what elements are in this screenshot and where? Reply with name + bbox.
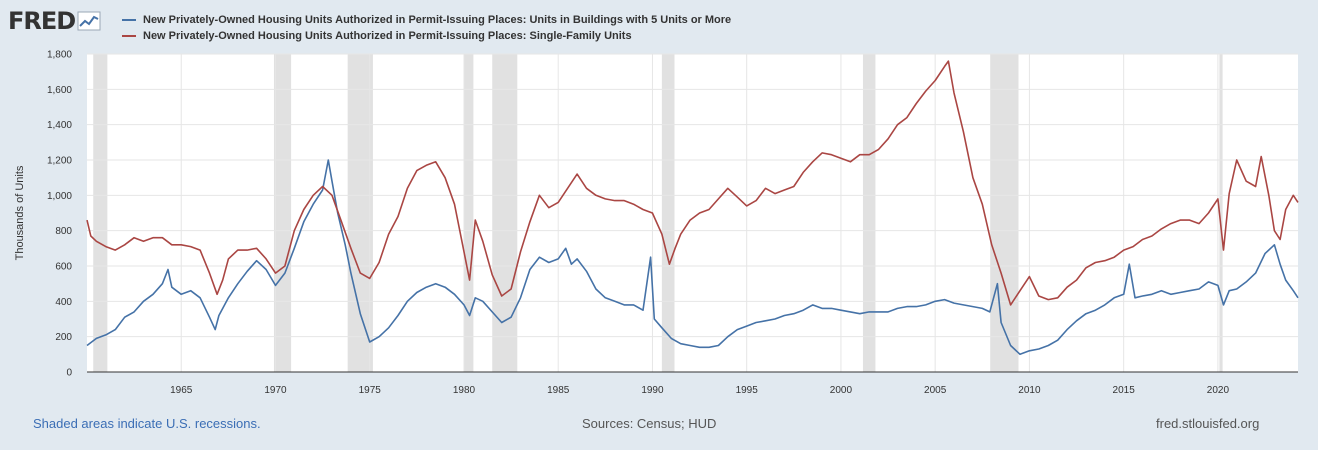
legend-swatch-multifamily	[122, 19, 136, 21]
y-tick-label: 800	[55, 226, 72, 237]
x-tick-label: 1995	[736, 385, 759, 396]
sources-text: Sources: Census; HUD	[582, 416, 717, 431]
recession-band	[93, 54, 108, 372]
recession-band	[492, 54, 518, 372]
y-tick-label: 1,600	[47, 85, 72, 96]
y-tick-label: 0	[66, 368, 72, 379]
recession-band	[862, 54, 876, 372]
recession-band	[273, 54, 292, 372]
y-tick-label: 200	[55, 332, 72, 343]
y-tick-label: 1,400	[47, 120, 72, 131]
x-tick-label: 2000	[830, 385, 853, 396]
y-tick-label: 1,000	[47, 191, 72, 202]
y-tick-label: 1,200	[47, 156, 72, 167]
legend-label-single-family: New Privately-Owned Housing Units Author…	[143, 30, 632, 42]
x-tick-label: 1990	[641, 385, 664, 396]
recession-band	[990, 54, 1019, 372]
y-axis-label: Thousands of Units	[14, 165, 26, 260]
legend-item-multifamily[interactable]: New Privately-Owned Housing Units Author…	[122, 12, 731, 28]
y-tick-label: 1,800	[47, 50, 72, 61]
recession-note-link[interactable]: Shaded areas indicate U.S. recessions.	[33, 416, 261, 431]
line-chart-icon	[77, 11, 101, 31]
x-tick-label: 2005	[924, 385, 947, 396]
y-tick-label: 600	[55, 262, 72, 273]
legend-item-single-family[interactable]: New Privately-Owned Housing Units Author…	[122, 28, 731, 44]
x-tick-label: 1985	[547, 385, 570, 396]
fred-logo[interactable]: FRED	[8, 6, 101, 36]
plot-area	[87, 54, 1298, 372]
x-tick-label: 1980	[453, 385, 476, 396]
site-link[interactable]: fred.stlouisfed.org	[1156, 416, 1260, 431]
y-tick-label: 400	[55, 297, 72, 308]
x-tick-label: 1970	[264, 385, 287, 396]
recession-band	[463, 54, 474, 372]
recession-band	[661, 54, 675, 372]
recession-band	[1219, 54, 1223, 372]
recession-band	[347, 54, 373, 372]
x-tick-label: 2015	[1113, 385, 1136, 396]
x-tick-label: 2020	[1207, 385, 1230, 396]
series-line-single-family	[86, 60, 1299, 306]
series-line-multifamily	[86, 159, 1299, 356]
x-tick-label: 2010	[1018, 385, 1041, 396]
logo-text: FRED	[8, 7, 76, 35]
chart-legend: New Privately-Owned Housing Units Author…	[122, 12, 731, 44]
legend-label-multifamily: New Privately-Owned Housing Units Author…	[143, 14, 732, 26]
legend-swatch-single-family	[122, 35, 136, 37]
x-tick-label: 1965	[170, 385, 193, 396]
x-tick-label: 1975	[359, 385, 382, 396]
